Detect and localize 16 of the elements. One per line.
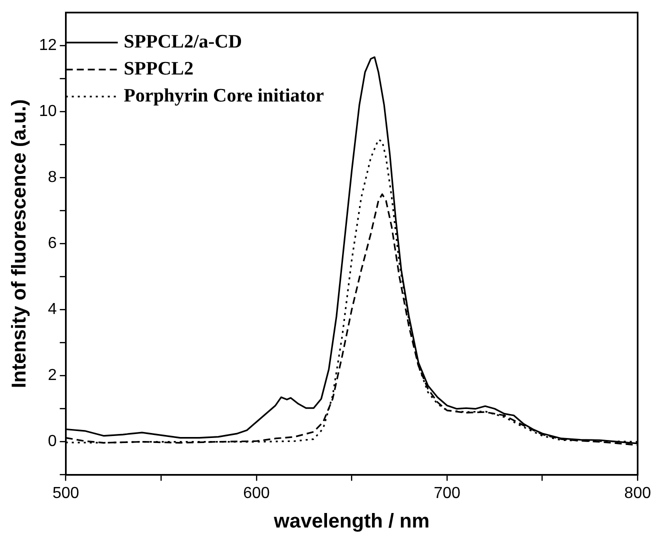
legend-label: Porphyrin Core initiator [124, 86, 325, 107]
y-tick-label: 10 [39, 103, 57, 120]
x-axis-title: wavelength / nm [272, 510, 430, 533]
y-tick-label: 12 [39, 37, 57, 54]
x-tick-label: 600 [243, 484, 270, 502]
legend-label: SPPCL2 [124, 58, 194, 80]
y-tick-label: 2 [48, 367, 57, 384]
y-tick-label: 0 [48, 433, 57, 450]
y-tick-label: 4 [48, 301, 57, 318]
legend-label: SPPCL2/a-CD [124, 32, 242, 53]
y-tick-label: 8 [48, 169, 57, 186]
x-tick-label: 800 [624, 484, 652, 502]
y-tick-label: 6 [48, 235, 57, 252]
x-tick-label: 700 [434, 484, 460, 502]
y-axis-title: Intensity of fluorescence (a.u.) [8, 99, 31, 388]
x-tick-label: 500 [52, 484, 80, 502]
